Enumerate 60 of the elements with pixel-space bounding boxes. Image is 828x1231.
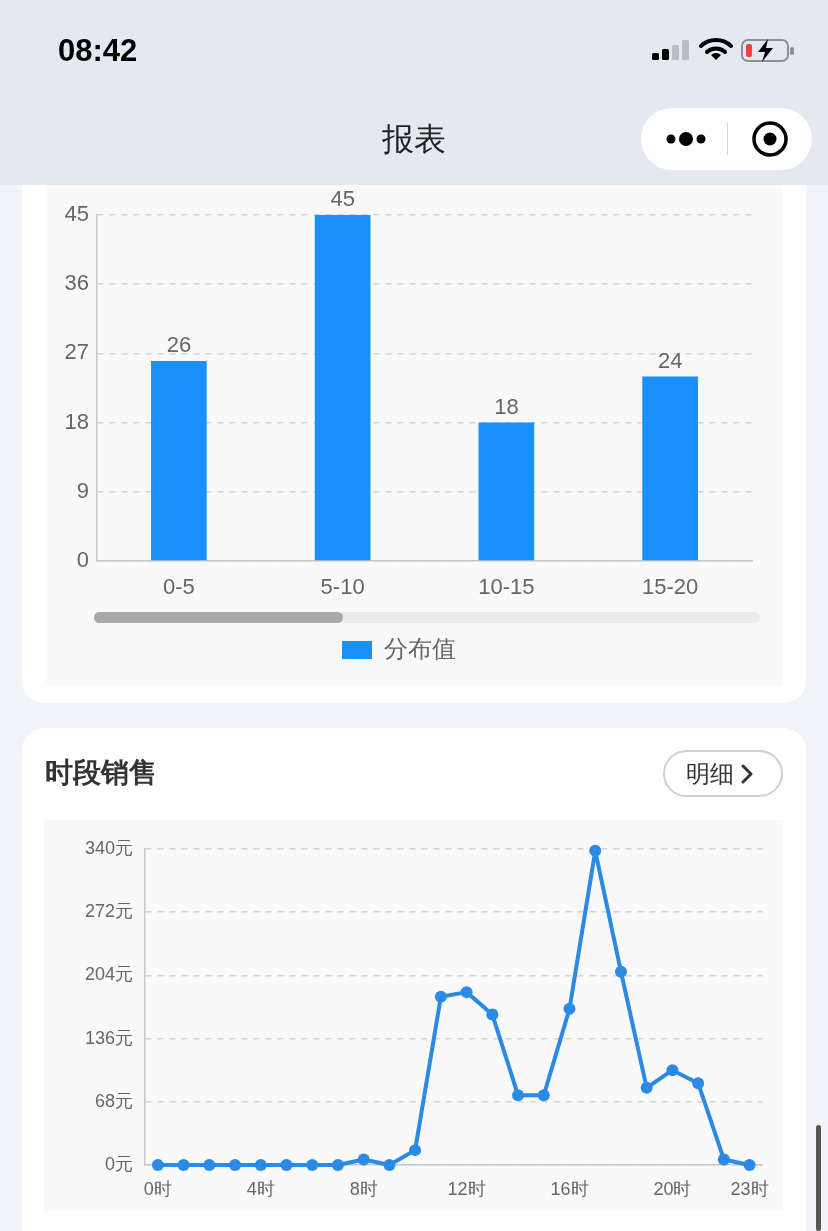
point <box>177 1159 190 1171</box>
x-tick-label: 4时 <box>246 1178 275 1199</box>
point <box>563 1002 576 1015</box>
x-tick-label: 16时 <box>550 1178 589 1199</box>
y-tick-label: 136元 <box>84 1027 133 1048</box>
y-tick-label: 36 <box>64 270 89 296</box>
chart-title: 报表 <box>381 120 447 158</box>
point <box>306 1159 319 1171</box>
x-tick-label: 8时 <box>349 1178 378 1199</box>
x-tick-label: 15-20 <box>641 574 699 600</box>
x-tick-label: 0-5 <box>162 574 195 600</box>
x-tick-label: 23时 <box>730 1178 769 1199</box>
x-tick-label: 5-10 <box>320 574 365 600</box>
point <box>203 1159 216 1171</box>
y-tick-label: 272元 <box>84 901 133 922</box>
data-label: 26 <box>166 332 192 358</box>
data-label: 18 <box>494 393 519 419</box>
data-label: 45 <box>330 186 355 212</box>
point <box>614 965 627 978</box>
bar <box>314 215 371 561</box>
pill-button: 明细 <box>663 750 783 797</box>
point <box>717 1153 730 1166</box>
y-tick-label: 0元 <box>104 1153 133 1174</box>
point <box>383 1159 396 1171</box>
data-label: 24 <box>657 347 683 373</box>
y-tick-label: 9 <box>76 477 89 503</box>
point <box>280 1159 293 1171</box>
legend-label: 分布值 <box>384 634 456 662</box>
point <box>666 1064 679 1077</box>
point <box>460 986 473 999</box>
y-tick-label: 0 <box>76 547 89 573</box>
x-tick-label: 0时 <box>143 1178 172 1199</box>
y-tick-label: 204元 <box>84 964 133 985</box>
text: 08:42 <box>58 33 138 68</box>
x-tick-label: 20时 <box>653 1178 692 1199</box>
point <box>692 1077 705 1090</box>
point <box>512 1089 525 1102</box>
y-tick-label: 68元 <box>94 1090 133 1111</box>
point <box>486 1008 499 1021</box>
bar <box>151 361 207 561</box>
point <box>254 1159 267 1171</box>
bar <box>478 422 535 561</box>
y-tick-label: 27 <box>64 339 89 365</box>
x-tick-label: 12时 <box>447 1178 486 1199</box>
x-tick-label: 10-15 <box>478 574 535 600</box>
y-tick-label: 18 <box>64 408 89 434</box>
y-tick-label: 45 <box>64 201 89 227</box>
y-tick-label: 340元 <box>84 837 133 858</box>
point <box>589 844 602 857</box>
point <box>331 1159 344 1171</box>
point <box>640 1081 653 1094</box>
point <box>357 1153 370 1166</box>
point <box>743 1159 756 1171</box>
point <box>151 1159 164 1171</box>
point <box>434 990 447 1003</box>
point <box>229 1159 242 1171</box>
chart-title: 时段销售 <box>45 756 157 790</box>
bar <box>642 376 698 561</box>
point <box>537 1089 550 1102</box>
point <box>409 1144 422 1157</box>
